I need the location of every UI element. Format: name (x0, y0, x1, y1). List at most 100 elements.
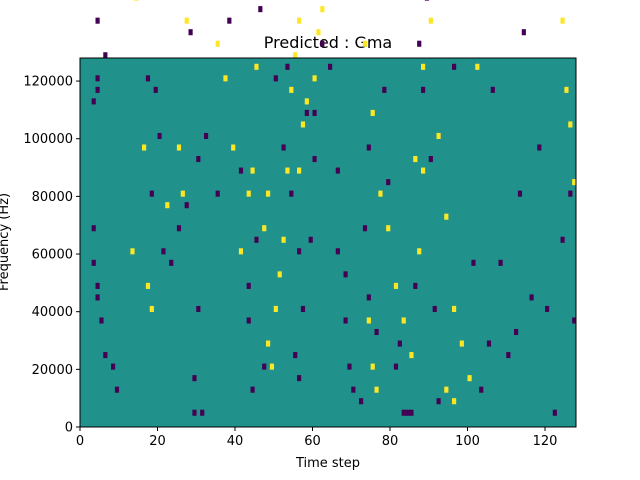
x-tick-label: 100 (455, 434, 480, 449)
heatmap-cell-low (91, 259, 96, 266)
y-tick-label: 120000 (23, 75, 73, 90)
y-axis-label: Frequency (Hz) (0, 193, 12, 291)
heatmap-cell-low (521, 29, 526, 36)
heatmap-cell-low (428, 156, 433, 163)
heatmap-cell-low (262, 363, 267, 370)
heatmap-cell-high (475, 63, 480, 70)
heatmap-cell-low (359, 398, 364, 405)
heatmap-cell-low (192, 409, 197, 416)
heatmap-cell-high (297, 167, 302, 174)
heatmap-cell-low (95, 294, 100, 301)
heatmap-cell-low (215, 190, 220, 197)
y-tick-label: 100000 (23, 132, 73, 147)
heatmap-cell-high (269, 363, 275, 370)
x-tick-label: 60 (304, 434, 321, 449)
heatmap-cell-low (424, 0, 430, 1)
heatmap-cell-high (370, 363, 375, 370)
heatmap-cell-low (111, 363, 116, 370)
heatmap-cell-low (184, 202, 189, 209)
heatmap-cell-low (572, 317, 577, 324)
heatmap-cell-high (184, 17, 189, 24)
heatmap-cell-high (281, 236, 286, 243)
heatmap-cell-high (421, 63, 426, 70)
heatmap-cell-low (246, 282, 251, 289)
x-tick-label: 80 (382, 434, 399, 449)
heatmap-cell-low (95, 75, 100, 82)
heatmap-cell-low (374, 328, 379, 336)
heatmap-cell-high (393, 282, 399, 289)
heatmap-cell-high (362, 40, 368, 47)
heatmap-cell-low (568, 190, 573, 197)
heatmap-cell-low (293, 352, 298, 359)
heatmap-cell-high (285, 167, 290, 174)
heatmap-cell-low (238, 167, 244, 174)
plot-frame (79, 57, 577, 428)
heatmap-cell-low (308, 236, 313, 243)
heatmap-cell-low (289, 190, 294, 197)
heatmap-cell-low (506, 352, 511, 359)
x-axis-label: Time step (295, 456, 360, 471)
heatmap-cell-low (397, 340, 402, 347)
heatmap-cell-low (347, 363, 352, 370)
heatmap-cell-high (266, 340, 271, 347)
heatmap-cell-low (254, 236, 259, 243)
heatmap-cell-low (479, 386, 484, 393)
x-tick-label: 20 (149, 434, 166, 449)
heatmap-cell-high (467, 375, 472, 382)
heatmap-cell-low (413, 282, 418, 289)
heatmap-cell-low (103, 352, 108, 359)
heatmap-cell-low (196, 156, 201, 163)
heatmap-cell-low (145, 75, 151, 82)
heatmap-cell-high (300, 121, 306, 128)
heatmap-cell-high (564, 86, 569, 93)
heatmap-cell-low (529, 294, 534, 301)
heatmap-cell-low (486, 340, 492, 347)
heatmap-cell-low (312, 156, 317, 163)
heatmap-cell-low (393, 363, 399, 370)
heatmap-cell-high (304, 98, 309, 105)
heatmap-cell-low (382, 86, 387, 93)
heatmap-cell-high (572, 179, 577, 186)
heatmap-cell-low (471, 259, 476, 266)
heatmap-cell-high (421, 167, 426, 174)
heatmap-cell-high (142, 144, 147, 151)
heatmap-cell-high (231, 144, 236, 151)
heatmap-cell-low (417, 40, 422, 47)
heatmap-cell-low (452, 63, 457, 70)
heatmap-cell-low (560, 236, 565, 243)
heatmap-cell-high (215, 40, 220, 47)
heatmap-cell-high (262, 225, 267, 232)
heatmap-cell-high (238, 248, 244, 255)
chart-title: Predicted : Gma (264, 33, 392, 52)
y-tick-label: 0 (65, 421, 73, 436)
heatmap-cell-low (320, 40, 325, 47)
heatmap-cell-low (537, 144, 542, 151)
heatmap-cell-low (103, 52, 108, 59)
y-tick-label: 40000 (32, 305, 73, 320)
heatmap-cell-high (254, 63, 259, 70)
heatmap-cell-low (192, 375, 197, 382)
heatmap-cell-high (413, 156, 418, 163)
heatmap-cell-low (153, 86, 158, 93)
heatmap-cell-high (452, 398, 457, 405)
heatmap-cell-low (351, 386, 356, 393)
heatmap-cell-low (362, 225, 368, 232)
heatmap-cell-low (227, 17, 232, 24)
heatmap-cell-low (258, 6, 263, 13)
heatmap-cell-high (273, 305, 278, 312)
heatmap-cell-high (452, 305, 457, 312)
heatmap-cell-high (366, 317, 371, 324)
heatmap-cell-low (514, 328, 519, 336)
heatmap-cell-low (517, 190, 523, 197)
heatmap-cell-low (297, 248, 302, 255)
heatmap-cell-low (545, 305, 550, 312)
heatmap-cell-low (95, 17, 100, 24)
heatmap-cell-low (149, 190, 154, 197)
heatmap-cell-low (366, 294, 371, 301)
heatmap-cell-low (312, 109, 317, 116)
heatmap-cell-low (386, 179, 391, 186)
y-tick-label: 20000 (32, 363, 73, 378)
heatmap-cell-low (304, 109, 309, 116)
heatmap-cell-high (165, 202, 170, 209)
